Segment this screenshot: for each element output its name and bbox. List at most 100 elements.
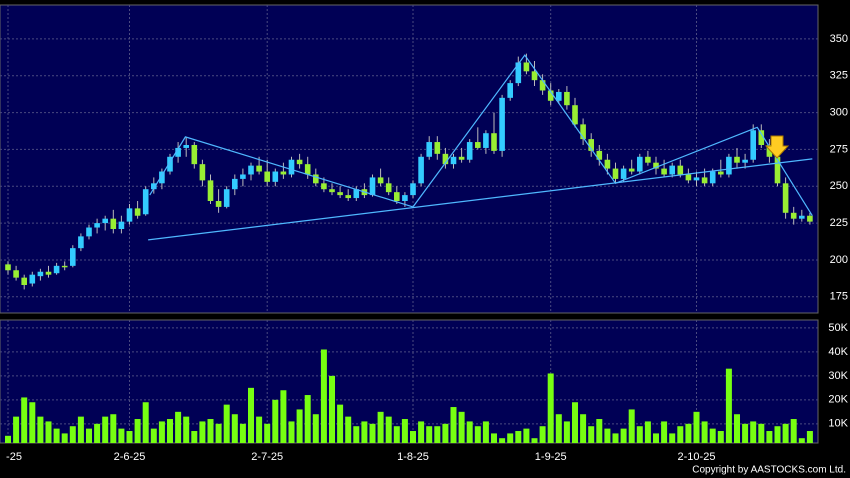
volume-bar — [5, 435, 11, 443]
x-tick-label: 1-9-25 — [535, 451, 567, 463]
candle-body — [588, 139, 594, 151]
y-tick-label: 300 — [830, 106, 848, 118]
volume-bar — [572, 402, 578, 443]
candle-body — [742, 159, 748, 163]
volume-bar — [37, 416, 44, 443]
volume-bar — [410, 431, 416, 443]
candle-body — [232, 178, 238, 190]
candle-body — [223, 189, 230, 207]
candle-body — [782, 183, 789, 213]
y-tick-label: 225 — [830, 217, 848, 229]
candle-body — [580, 124, 586, 140]
volume-bar — [126, 431, 133, 443]
candle-body — [385, 183, 392, 193]
volume-bar — [272, 399, 279, 443]
volume-bar — [329, 375, 335, 443]
candle-body — [134, 208, 141, 216]
volume-bar — [86, 428, 92, 443]
volume-bar — [167, 419, 173, 443]
volume-bar — [531, 438, 538, 443]
volume-bar — [466, 421, 473, 443]
candle-body — [102, 218, 108, 224]
candle-body — [758, 130, 765, 145]
volume-bar — [191, 431, 198, 443]
candle-body — [296, 159, 303, 165]
candle-body — [402, 195, 408, 201]
candle-body — [539, 80, 546, 91]
volume-bar — [774, 426, 781, 443]
volume-bar — [653, 433, 659, 443]
volume-bar — [296, 409, 303, 443]
volume-bar — [725, 368, 732, 443]
volume-bar — [312, 414, 319, 443]
volume-bar — [750, 421, 757, 443]
volume-bar — [175, 411, 182, 443]
candle-body — [515, 62, 522, 84]
candle-body — [13, 270, 19, 278]
volume-bar — [215, 423, 222, 443]
candle-body — [110, 218, 117, 229]
volume-bar — [13, 416, 20, 443]
candle-body — [434, 142, 441, 154]
candle-body — [709, 171, 716, 184]
volume-bar — [223, 404, 230, 443]
volume-bar — [77, 416, 84, 443]
x-tick-label: 2-7-25 — [251, 451, 283, 463]
volume-bar — [53, 428, 60, 443]
candle-body — [418, 156, 424, 184]
volume-bar — [628, 409, 635, 443]
volume-bar — [782, 423, 789, 443]
volume-bar — [45, 421, 52, 443]
candle-body — [321, 183, 327, 190]
candle-body — [645, 156, 651, 163]
volume-tick-label: 40K — [828, 346, 848, 358]
candle-body — [118, 221, 125, 229]
volume-bar — [353, 426, 360, 443]
candle-body — [491, 133, 497, 151]
candle-body — [556, 91, 562, 101]
volume-bar — [798, 438, 805, 443]
candle-body — [183, 145, 189, 148]
volume-bar — [742, 423, 749, 443]
candle-body — [701, 177, 708, 184]
volume-bar — [207, 419, 214, 443]
volume-bar — [345, 416, 352, 443]
volume-bar — [256, 416, 263, 443]
volume-bar — [685, 423, 692, 443]
volume-bar — [393, 426, 400, 443]
candle-body — [280, 171, 287, 175]
volume-bar — [636, 426, 643, 443]
candle-body — [799, 215, 805, 219]
volume-bar — [709, 428, 716, 443]
candle-body — [507, 83, 513, 98]
volume-bar — [766, 431, 773, 443]
candle-body — [394, 192, 400, 201]
candle-body — [483, 133, 489, 148]
volume-bar — [701, 421, 708, 443]
candle-body — [726, 156, 732, 175]
volume-bar — [482, 421, 489, 443]
candle-body — [669, 165, 675, 175]
candle-body — [807, 215, 813, 222]
candle-body — [191, 145, 198, 165]
candle-body — [288, 159, 295, 175]
candle-body — [718, 171, 724, 175]
y-tick-label: 250 — [830, 180, 848, 192]
x-tick-label: 1-8-25 — [397, 451, 429, 463]
volume-bar — [231, 414, 238, 443]
candle-body — [685, 174, 692, 181]
candle-body — [313, 174, 319, 184]
volume-bar — [118, 428, 125, 443]
candle-body — [750, 130, 756, 160]
candle-body — [790, 212, 797, 219]
candle-body — [377, 177, 384, 184]
volume-bar — [717, 431, 724, 443]
volume-bar — [612, 433, 619, 443]
candle-body — [661, 168, 667, 175]
volume-bar — [418, 421, 425, 443]
volume-bar — [337, 404, 344, 443]
volume-bar — [264, 423, 271, 443]
volume-bar — [158, 421, 165, 443]
candle-body — [126, 208, 133, 222]
